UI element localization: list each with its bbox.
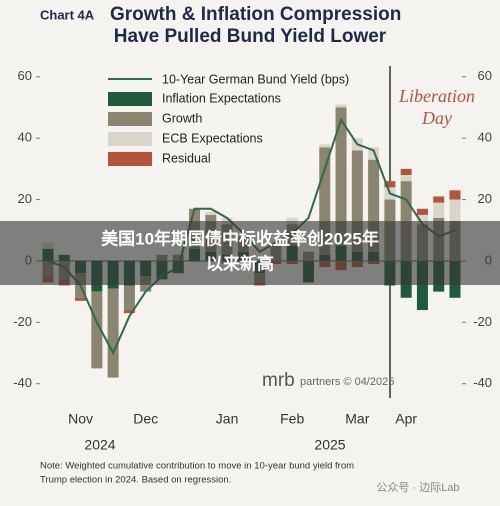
y2-tick-label: -40 bbox=[473, 375, 492, 390]
y2-tick-label: 40 bbox=[478, 130, 492, 145]
overlay-headline: 美国10年期国债中标收益率创2025年 bbox=[101, 228, 379, 248]
bar-segment bbox=[416, 214, 428, 225]
y-tick-label: -20 bbox=[13, 314, 32, 329]
bar-segment bbox=[319, 144, 331, 148]
x-tick-label: Feb bbox=[280, 411, 304, 427]
bar-segment bbox=[123, 310, 135, 314]
bar-segment bbox=[351, 150, 363, 252]
legend-label: Growth bbox=[162, 111, 202, 125]
source: partners © 04/2025 bbox=[300, 376, 394, 388]
bar-segment bbox=[416, 260, 428, 311]
y-tick-label: -40 bbox=[13, 375, 32, 390]
bar-segment bbox=[449, 199, 461, 222]
y2-tick-label: 20 bbox=[478, 191, 492, 206]
bar-segment bbox=[91, 291, 103, 369]
title-prefix: Chart 4A bbox=[40, 7, 95, 22]
y2-tick-label: 60 bbox=[478, 68, 492, 83]
chart-title: Growth & Inflation Compression bbox=[110, 4, 401, 25]
note: Trump election in 2024. Based on regress… bbox=[40, 475, 231, 486]
bar-segment bbox=[75, 297, 87, 301]
bar-segment bbox=[319, 147, 331, 255]
bar-segment bbox=[433, 202, 445, 218]
legend-label: Inflation Expectations bbox=[162, 91, 281, 105]
y-tick-label: 60 bbox=[18, 68, 32, 83]
legend-swatch bbox=[108, 152, 152, 166]
legend-label: 10-Year German Bund Yield (bps) bbox=[162, 72, 349, 86]
legend-label: ECB Expectations bbox=[162, 131, 263, 145]
x-tick-label: Apr bbox=[395, 411, 417, 427]
source-brand: mrb bbox=[262, 370, 295, 391]
year-label: 2025 bbox=[314, 437, 345, 453]
legend-swatch bbox=[108, 92, 152, 106]
x-tick-label: Jan bbox=[216, 411, 239, 427]
legend-label: Residual bbox=[162, 151, 211, 165]
y-tick-label: 20 bbox=[18, 191, 32, 206]
bar-segment bbox=[449, 190, 461, 200]
overlay-headline: 以来新高 bbox=[206, 253, 274, 273]
note: Note: Weighted cumulative contribution t… bbox=[40, 461, 354, 472]
x-tick-label: Mar bbox=[345, 411, 369, 427]
bar-segment bbox=[123, 285, 135, 311]
bar-segment bbox=[400, 168, 412, 175]
bar-segment bbox=[368, 159, 380, 252]
legend-swatch bbox=[108, 132, 152, 146]
bar-segment bbox=[368, 147, 380, 160]
y2-tick-label: -20 bbox=[473, 314, 492, 329]
watermark: 公众号 · 边际Lab bbox=[376, 481, 459, 494]
overlay-band bbox=[0, 221, 500, 285]
bar-segment bbox=[107, 288, 119, 378]
bar-segment bbox=[400, 175, 412, 182]
year-label: 2024 bbox=[84, 437, 115, 453]
legend-swatch bbox=[108, 112, 152, 126]
x-tick-label: Nov bbox=[68, 411, 93, 427]
bar-segment bbox=[433, 196, 445, 203]
x-tick-label: Dec bbox=[133, 411, 158, 427]
bar-segment bbox=[335, 107, 347, 246]
chart-title: Have Pulled Bund Yield Lower bbox=[114, 26, 387, 47]
annotation: Liberation Day bbox=[398, 86, 475, 128]
y-tick-label: 40 bbox=[18, 130, 32, 145]
bar-segment bbox=[384, 181, 396, 188]
bar-segment bbox=[205, 211, 217, 215]
bar-segment bbox=[416, 208, 428, 215]
bar-segment bbox=[335, 104, 347, 108]
